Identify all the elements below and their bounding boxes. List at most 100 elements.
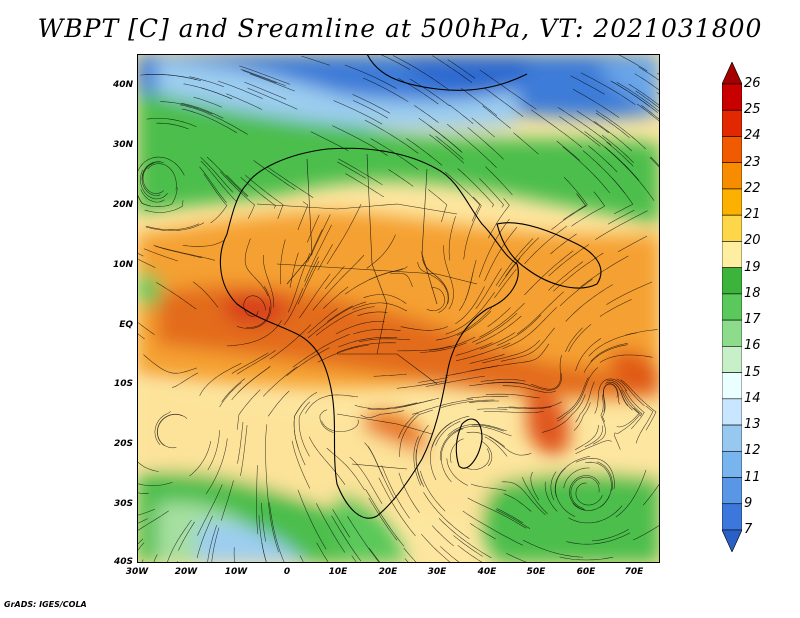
streamline [439, 427, 463, 461]
streamline [606, 281, 653, 305]
streamline [557, 367, 599, 422]
streamline [140, 189, 165, 203]
streamline [324, 265, 345, 290]
streamline [440, 546, 461, 563]
streamline [196, 515, 213, 559]
streamline [522, 476, 548, 515]
streamline [566, 532, 631, 545]
streamline [160, 101, 213, 115]
streamline [409, 78, 450, 107]
colorbar-label: 24 [744, 128, 761, 144]
streamline [323, 286, 349, 309]
streamline [388, 169, 414, 187]
streamline [331, 515, 362, 562]
streamline [147, 163, 177, 190]
streamline [467, 127, 504, 160]
streamline [628, 83, 660, 107]
streamline [557, 107, 612, 146]
streamline [617, 235, 648, 253]
colorbar-segment [722, 241, 742, 268]
streamline [599, 354, 653, 363]
streamline [471, 117, 495, 138]
lat-label: EQ [119, 320, 133, 330]
streamline [484, 87, 524, 117]
streamline [497, 406, 552, 409]
streamline [462, 510, 523, 546]
streamline [307, 301, 367, 339]
streamline [468, 400, 499, 403]
streamline [484, 436, 508, 457]
streamline [304, 256, 319, 287]
streamline [500, 327, 555, 362]
streamline [565, 284, 613, 322]
streamline [563, 467, 590, 489]
streamline [137, 332, 145, 340]
streamline [192, 281, 219, 308]
streamline [531, 109, 583, 148]
lon-label: 30E [427, 567, 447, 577]
streamline [226, 320, 282, 347]
streamline [312, 281, 339, 311]
streamline [460, 87, 497, 116]
streamline [265, 424, 268, 491]
streamline [326, 447, 365, 491]
streamline [298, 401, 311, 457]
streamline [429, 134, 465, 164]
streamline [466, 431, 505, 448]
streamline [642, 482, 660, 506]
streamline [503, 493, 532, 512]
streamline [199, 363, 242, 396]
streamline [364, 119, 419, 154]
colorbar [722, 62, 742, 552]
streamline [471, 312, 518, 343]
streamline [207, 113, 248, 135]
streamline [455, 286, 485, 325]
streamline [456, 342, 511, 362]
streamline [153, 245, 215, 261]
streamline [605, 381, 628, 407]
streamline [146, 223, 200, 230]
streamline [588, 145, 618, 173]
colorbar-label: 17 [744, 312, 761, 328]
colorbar-label: 16 [744, 338, 761, 354]
colorbar-label: 13 [744, 417, 761, 433]
streamline [419, 342, 467, 353]
streamline [559, 278, 593, 307]
lat-label: 10N [112, 260, 133, 270]
streamline [550, 471, 557, 501]
streamline [369, 547, 381, 563]
streamline [550, 233, 577, 255]
streamline [594, 378, 628, 414]
streamline [337, 161, 367, 179]
streamline [199, 166, 227, 203]
streamline [615, 469, 647, 518]
colorbar-segment [722, 293, 742, 321]
streamline [418, 117, 462, 152]
streamline [155, 246, 203, 259]
streamline [317, 244, 333, 271]
streamline [595, 110, 646, 150]
streamline [144, 200, 184, 213]
streamline [253, 160, 296, 190]
streamline [338, 254, 365, 281]
streamline [345, 173, 384, 198]
streamline [219, 382, 242, 408]
streamline [263, 255, 275, 308]
wbpt-field [137, 54, 660, 563]
streamline [413, 105, 439, 123]
streamline [513, 132, 539, 155]
streamline [495, 509, 531, 529]
streamline [301, 55, 331, 66]
lon-label: 0 [283, 567, 291, 577]
streamline [236, 286, 272, 329]
streamline [616, 389, 640, 428]
streamline [610, 80, 658, 113]
streamline [245, 174, 284, 219]
streamline [618, 54, 648, 72]
streamline [584, 425, 603, 448]
streamline [607, 209, 635, 225]
colorbar-segment [722, 346, 742, 373]
streamline [590, 343, 628, 362]
streamline [347, 516, 381, 563]
streamline [592, 394, 606, 445]
